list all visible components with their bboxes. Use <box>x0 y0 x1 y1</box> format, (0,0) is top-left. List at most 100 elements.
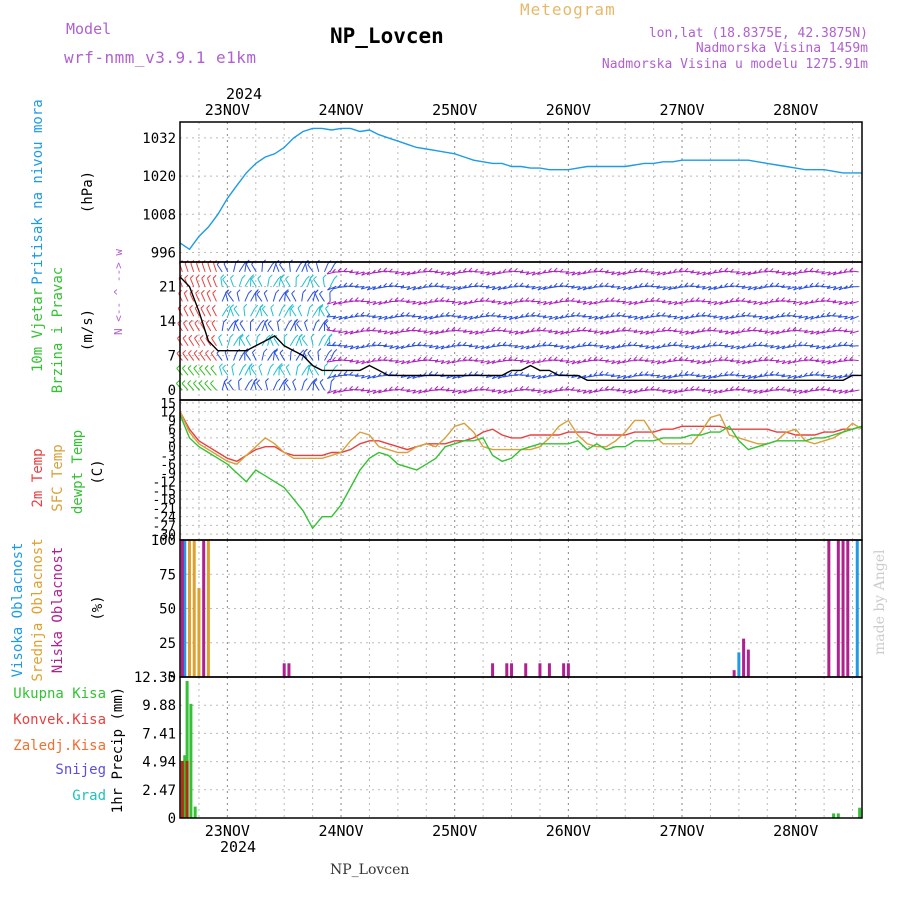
wind-barb-flag <box>673 301 678 306</box>
wind-barb-flag <box>468 267 473 272</box>
wind-barb <box>406 286 416 291</box>
wind-barb-flag <box>193 349 198 354</box>
wind-barb-flag <box>622 389 627 394</box>
y-tick-label: 50 <box>159 602 176 618</box>
wind-barb-flag <box>264 319 269 323</box>
wind-barb <box>440 271 450 276</box>
wind-barb-flag <box>508 342 513 347</box>
wind-barb <box>372 389 382 395</box>
wind-barb-flag <box>565 313 569 317</box>
wind-barb-flag <box>502 341 507 346</box>
wind-barb-flag <box>406 343 410 348</box>
wind-barb <box>662 389 672 393</box>
wind-barb <box>668 374 677 379</box>
wind-barb-flag <box>284 379 289 384</box>
wind-barb-flag <box>276 378 281 383</box>
wind-barb-flag <box>239 320 244 324</box>
wind-barb-flag <box>366 286 371 291</box>
wind-barb-flag <box>793 286 797 291</box>
wind-barb <box>406 315 416 317</box>
wind-barb-flag <box>480 345 485 350</box>
wind-barb-flag <box>628 301 633 306</box>
wind-barb-flag <box>206 289 211 294</box>
wind-barb-flag <box>418 390 422 394</box>
wind-barb-flag <box>256 379 260 384</box>
wind-barb-flag <box>815 297 819 302</box>
wind-barb <box>188 337 195 347</box>
wind-barb-flag <box>394 297 399 301</box>
wind-barb <box>838 344 848 347</box>
wind-barb <box>554 389 564 392</box>
y-tick-label: 1032 <box>142 131 176 147</box>
wind-barb-flag <box>474 357 478 362</box>
wind-barb-flag <box>468 299 473 304</box>
wind-barb-flag <box>645 331 650 335</box>
wind-barb-flag <box>319 290 323 295</box>
wind-barb <box>244 382 250 391</box>
wind-barb-flag <box>570 311 575 316</box>
wind-barb-flag <box>502 268 507 273</box>
wind-barb-flag <box>279 364 284 369</box>
wind-barb-flag <box>542 286 547 290</box>
wind-barb <box>747 374 757 380</box>
wind-barb-flag <box>406 388 410 393</box>
wind-barb-flag <box>701 344 706 348</box>
wind-barb-flag <box>519 385 524 390</box>
wind-barb-flag <box>838 301 843 305</box>
wind-barb-flag <box>718 267 723 272</box>
wind-barb-flag <box>218 334 222 338</box>
wind-barb-flag <box>194 319 199 324</box>
wind-barb <box>210 353 217 361</box>
wind-barb-flag <box>355 271 359 275</box>
wind-barb-flag <box>820 283 825 288</box>
wind-barb <box>233 262 237 272</box>
y-tick-label: 4.94 <box>142 755 176 771</box>
wind-barb-flag <box>633 356 638 361</box>
wind-barb-flag <box>718 342 723 346</box>
wind-barb-flag <box>553 387 558 392</box>
wind-barb <box>832 389 842 393</box>
wind-barb-flag <box>383 343 388 348</box>
wind-barb-flag <box>383 356 388 361</box>
wind-barb <box>182 368 189 376</box>
wind-barb <box>212 278 217 287</box>
wind-barb-flag <box>775 371 780 376</box>
wind-barb-flag <box>713 286 718 290</box>
wind-barb <box>255 307 261 317</box>
wind-barb <box>200 293 206 302</box>
wind-barb <box>770 330 780 335</box>
wind-barb-flag <box>707 359 712 363</box>
wind-barb <box>211 322 217 332</box>
y-tick-label: 3 <box>168 432 176 447</box>
wind-barb <box>272 278 279 287</box>
wind-barb <box>221 381 226 391</box>
wind-barb <box>272 367 279 376</box>
wind-barb <box>183 293 189 302</box>
wind-barb <box>223 381 229 391</box>
wind-barb <box>446 389 456 392</box>
x-tick-label-bottom: 23NOV <box>205 822 250 840</box>
wind-barb <box>423 315 433 321</box>
wind-barb-flag <box>480 330 484 334</box>
bar-ukupna-kisa <box>193 806 197 818</box>
wind-barb <box>257 278 263 287</box>
wind-barb <box>759 315 768 320</box>
wind-barb <box>667 315 677 318</box>
wind-barb-flag <box>274 348 278 353</box>
wind-barb-flag <box>285 363 290 368</box>
wind-barb <box>486 271 496 276</box>
wind-barb-flag <box>406 299 410 303</box>
wind-barb <box>278 307 283 317</box>
wind-barb-flag <box>496 341 501 346</box>
wind-barb-flag <box>815 282 819 287</box>
wind-barb-flag <box>707 271 712 275</box>
wind-barb <box>747 389 757 393</box>
wind-barb <box>468 345 478 348</box>
wind-barb-flag <box>707 313 711 317</box>
wind-barb-flag <box>440 297 444 301</box>
wind-barb-flag <box>537 300 541 304</box>
wind-barb-flag <box>491 286 496 291</box>
wind-barb <box>318 323 324 332</box>
wind-barb <box>205 322 212 332</box>
